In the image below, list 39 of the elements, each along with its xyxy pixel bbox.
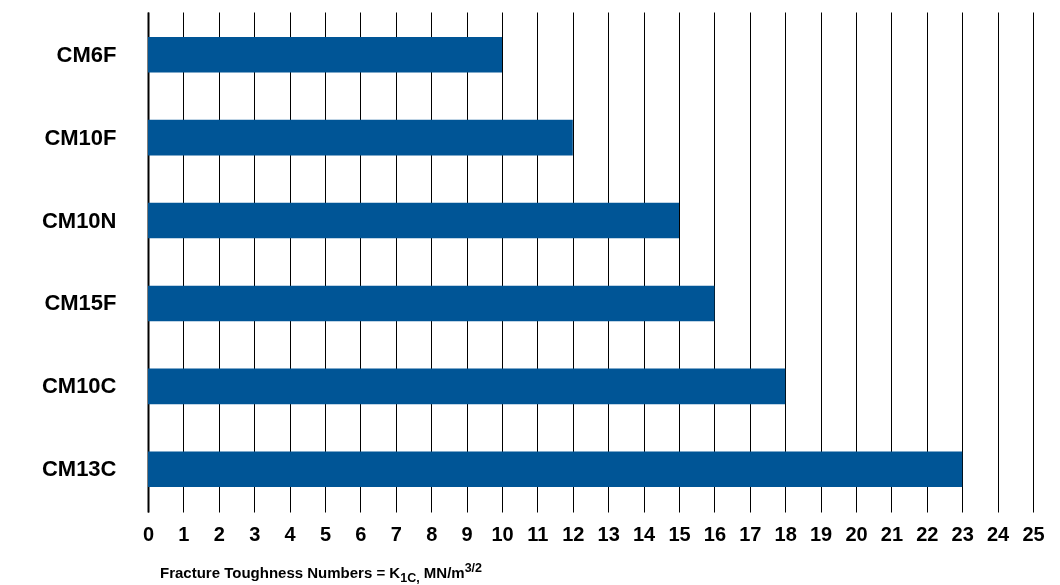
x-tick-label: 24	[986, 522, 1011, 545]
x-tick-label: 3	[249, 522, 261, 545]
x-tick-label: 21	[880, 522, 904, 545]
x-tick-label: 0	[142, 522, 155, 545]
x-tick-label: 4	[284, 522, 297, 545]
x-tick-label: 10	[491, 522, 514, 545]
x-tick-label: 5	[319, 522, 332, 545]
x-tick-label: 8	[426, 522, 438, 545]
x-tick-label: 13	[597, 522, 620, 545]
x-tick-label: 18	[774, 522, 797, 545]
bar	[148, 202, 679, 239]
bar	[148, 36, 502, 73]
y-tick-label: CM10F	[44, 124, 117, 150]
x-tick-label: 17	[739, 522, 762, 545]
x-tick-label: 6	[355, 522, 367, 545]
y-tick-label: CM10N	[41, 207, 117, 233]
x-tick-label: 7	[390, 522, 402, 545]
x-tick-label: 25	[1022, 522, 1045, 545]
x-tick-label: 12	[562, 522, 585, 545]
bar	[148, 451, 963, 488]
bar	[148, 285, 715, 322]
y-tick-label: CM13C	[41, 456, 117, 482]
y-tick-label: CM15F	[44, 290, 117, 316]
y-tick-label: CM6F	[56, 41, 117, 67]
x-tick-label: 23	[951, 522, 974, 545]
x-tick-label: 2	[213, 522, 225, 545]
x-tick-label: 11	[527, 522, 549, 545]
x-tick-label: 14	[632, 522, 657, 545]
bar	[148, 368, 786, 405]
x-tick-label: 9	[461, 522, 473, 545]
x-axis-title: Fracture Toughness Numbers = K$_{1C,}$ MN/m$^{3/2}$	[160, 561, 483, 585]
x-tick-label: 16	[703, 522, 727, 545]
bar	[148, 119, 573, 156]
x-tick-label: 20	[845, 522, 868, 545]
x-tick-label: 19	[809, 522, 833, 545]
y-tick-label: CM10C	[41, 373, 117, 399]
x-tick-label: 22	[916, 522, 939, 545]
x-tick-label: 15	[668, 522, 691, 545]
x-tick-label: 1	[178, 522, 190, 545]
